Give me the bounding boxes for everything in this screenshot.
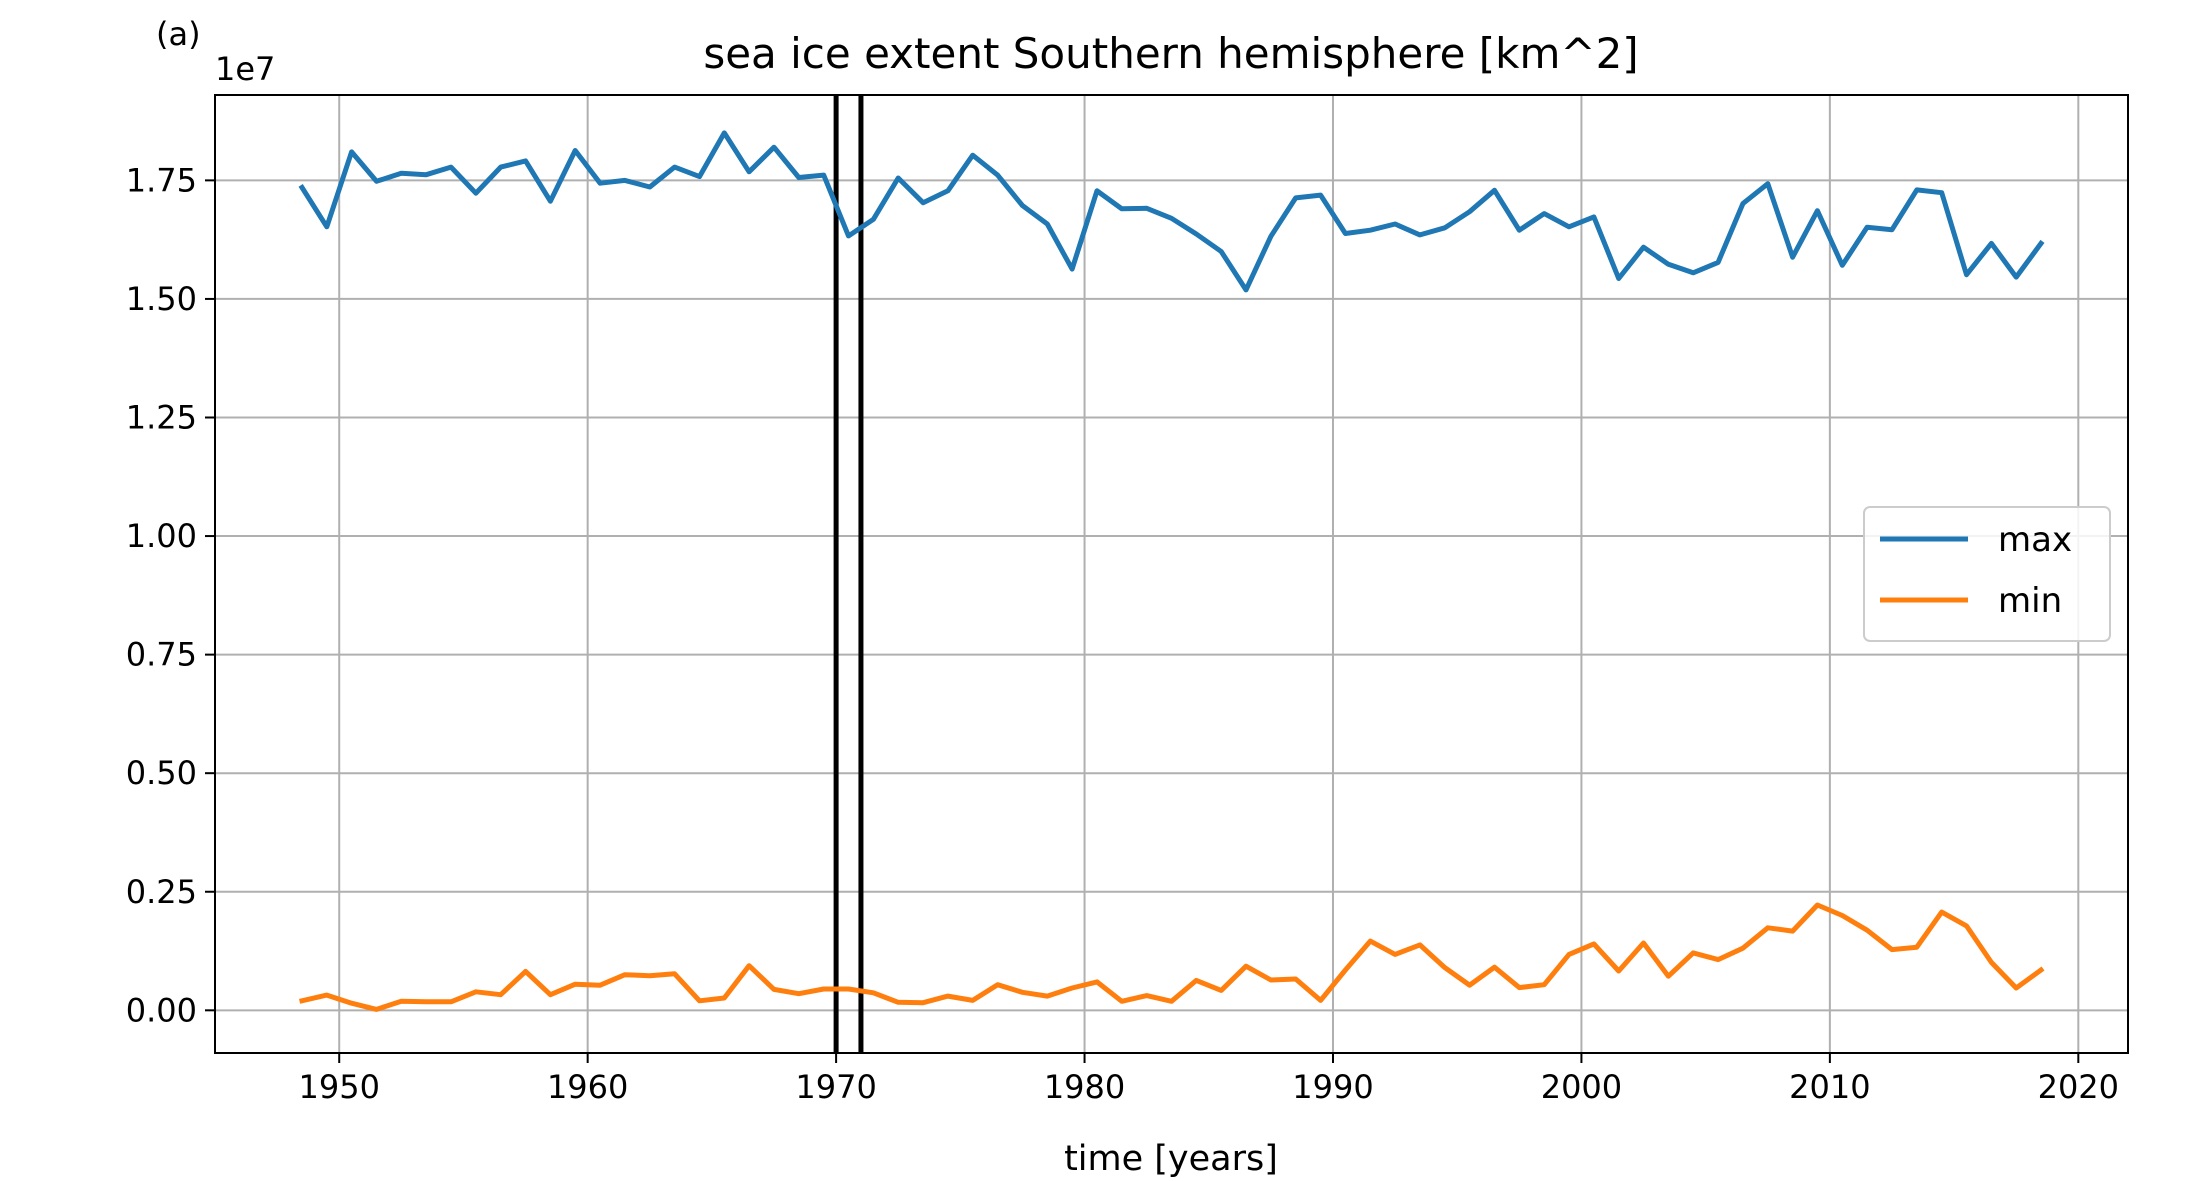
y-tick-label: 1.25 [126,398,197,436]
x-tick-label: 2010 [1789,1068,1870,1106]
x-tick-label: 2020 [2038,1068,2119,1106]
legend-label-max: max [1998,520,2072,560]
plot-frame [214,94,2129,1054]
series-lines [298,130,2045,1012]
x-axis-label: time [years] [1064,1139,1278,1179]
panel-label: (a) [156,15,201,53]
chart-title: sea ice extent Southern hemisphere [km^2… [703,29,1638,78]
y-tick-label: 0.25 [126,873,197,911]
series-line-min [299,902,2045,1012]
vertical-markers [833,95,864,1053]
x-tick-label: 1990 [1292,1068,1373,1106]
legend: max min [1863,506,2111,642]
y-tick-label: 0.75 [126,636,197,674]
y-offset-label: 1e7 [215,50,275,88]
legend-box [1863,506,2111,642]
y-tick-label: 0.50 [126,754,197,792]
grid [215,95,2128,1053]
legend-label-min: min [1998,581,2062,621]
y-tick-label: 1.75 [126,161,197,199]
y-tick-label: 1.50 [126,280,197,318]
y-tick-label: 0.00 [126,991,197,1029]
x-tick-label: 1950 [299,1068,380,1106]
x-tick-label: 1980 [1044,1068,1125,1106]
x-tick-label: 1970 [795,1068,876,1106]
x-tick-label: 1960 [547,1068,628,1106]
x-tick-label: 2000 [1541,1068,1622,1106]
x-axis-ticks: 1950 1960 1970 1980 1990 2000 2010 2020 [299,1053,2119,1106]
y-tick-label: 1.00 [126,517,197,555]
series-line-max [298,130,2045,293]
y-axis-ticks: 0.00 0.25 0.50 0.75 1.00 1.25 1.50 1.75 [126,161,215,1029]
